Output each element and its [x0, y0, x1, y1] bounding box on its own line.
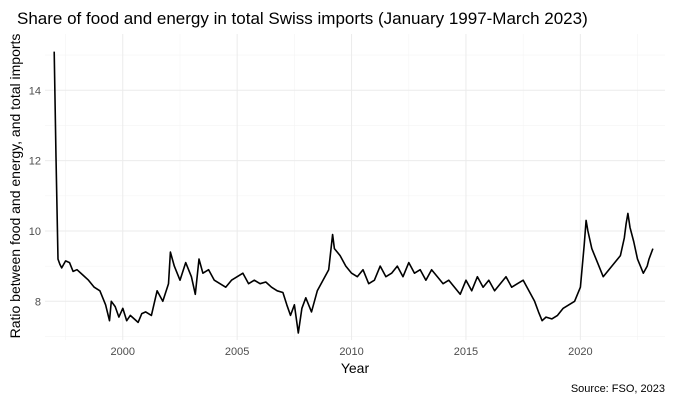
source-caption: Source: FSO, 2023 [571, 383, 665, 395]
chart-title: Share of food and energy in total Swiss … [17, 9, 588, 28]
y-tick-label: 14 [29, 85, 41, 97]
x-tick-label: 2005 [225, 346, 249, 358]
y-tick-label: 8 [35, 296, 41, 308]
y-axis-title: Ratio between food and energy, and total… [7, 34, 23, 339]
y-axis-ticks: 8 10 12 14 [29, 85, 41, 308]
x-tick-label: 2000 [111, 346, 135, 358]
series-line [53, 51, 654, 334]
y-tick-label: 12 [29, 156, 41, 168]
x-tick-label: 2010 [339, 346, 363, 358]
x-tick-label: 2015 [454, 346, 478, 358]
grid [45, 34, 665, 340]
x-axis-ticks: 2000 2005 2010 2015 2020 [111, 346, 593, 358]
x-axis-title: Year [341, 360, 370, 376]
x-tick-label: 2020 [568, 346, 592, 358]
y-tick-label: 10 [29, 226, 41, 238]
